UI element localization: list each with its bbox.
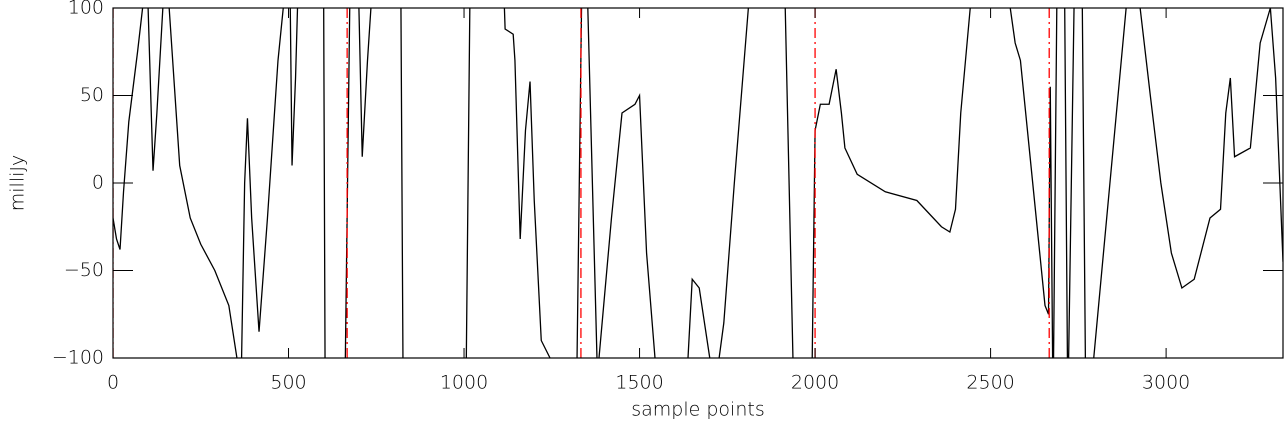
x-tick-label: 1000 (440, 372, 488, 394)
y-tick-label: −50 (64, 259, 104, 281)
y-tick-label: 0 (92, 172, 104, 194)
y-tick-label: 100 (68, 0, 104, 19)
x-tick-label: 2000 (791, 372, 839, 394)
x-tick-label: 1500 (615, 372, 663, 394)
x-tick-label: 500 (270, 372, 306, 394)
y-tick-label: 50 (80, 84, 104, 106)
data-line (113, 8, 1283, 358)
x-axis-title: sample points (631, 399, 764, 421)
plot-area (113, 8, 1283, 358)
x-tick-label: 2500 (966, 372, 1014, 394)
y-tick-label: −100 (52, 347, 104, 369)
x-tick-label: 3000 (1142, 372, 1190, 394)
y-axis-title: milliJy (7, 155, 29, 211)
plot-frame (112, 7, 1284, 359)
x-tick-label: 0 (107, 372, 119, 394)
